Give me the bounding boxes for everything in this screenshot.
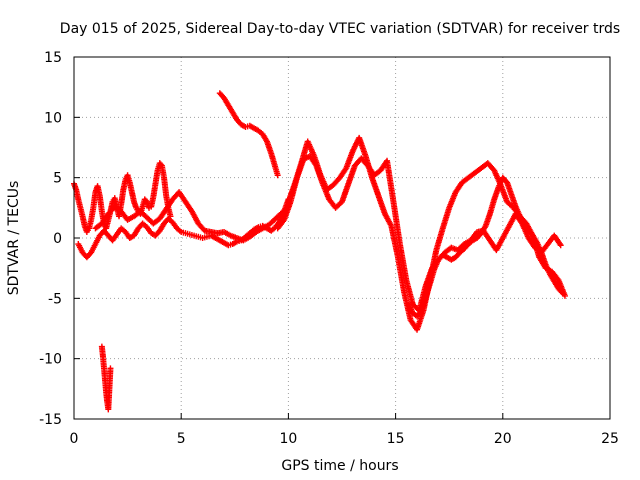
y-tick-label: -5: [48, 291, 62, 307]
data-point: [557, 242, 564, 249]
y-axis-label: SDTVAR / TECUs: [6, 181, 22, 296]
data-point: [274, 172, 281, 179]
y-tick-label: -15: [39, 412, 62, 428]
x-tick-label: 10: [279, 431, 297, 447]
series-arc-1: [71, 160, 174, 235]
series-arc-4: [98, 343, 114, 413]
x-tick-label: 15: [387, 431, 405, 447]
y-tick-label: 15: [44, 50, 62, 66]
x-tick-label: 0: [70, 431, 79, 447]
chart-title: Day 015 of 2025, Sidereal Day-to-day VTE…: [60, 21, 620, 37]
y-tick-label: 10: [44, 110, 62, 126]
series-arc-8: [405, 174, 566, 320]
y-tick-label: -10: [39, 352, 62, 368]
y-tick-label: 5: [53, 171, 62, 187]
series-arc-3: [92, 189, 292, 244]
series-arc-6: [274, 152, 564, 314]
series-arc-5: [216, 90, 281, 179]
x-tick-label: 20: [494, 431, 512, 447]
x-tick-label: 5: [177, 431, 186, 447]
x-axis-label: GPS time / hours: [281, 458, 398, 474]
x-tick-label: 25: [601, 431, 619, 447]
data-point: [559, 290, 566, 297]
tick-labels: 0 5 10 15 20 25 15 10 5 0 -5 -10 -15: [39, 50, 619, 447]
y-tick-label: 0: [53, 231, 62, 247]
data-points: [71, 90, 568, 413]
data-point: [558, 289, 565, 296]
data-point: [107, 365, 114, 372]
